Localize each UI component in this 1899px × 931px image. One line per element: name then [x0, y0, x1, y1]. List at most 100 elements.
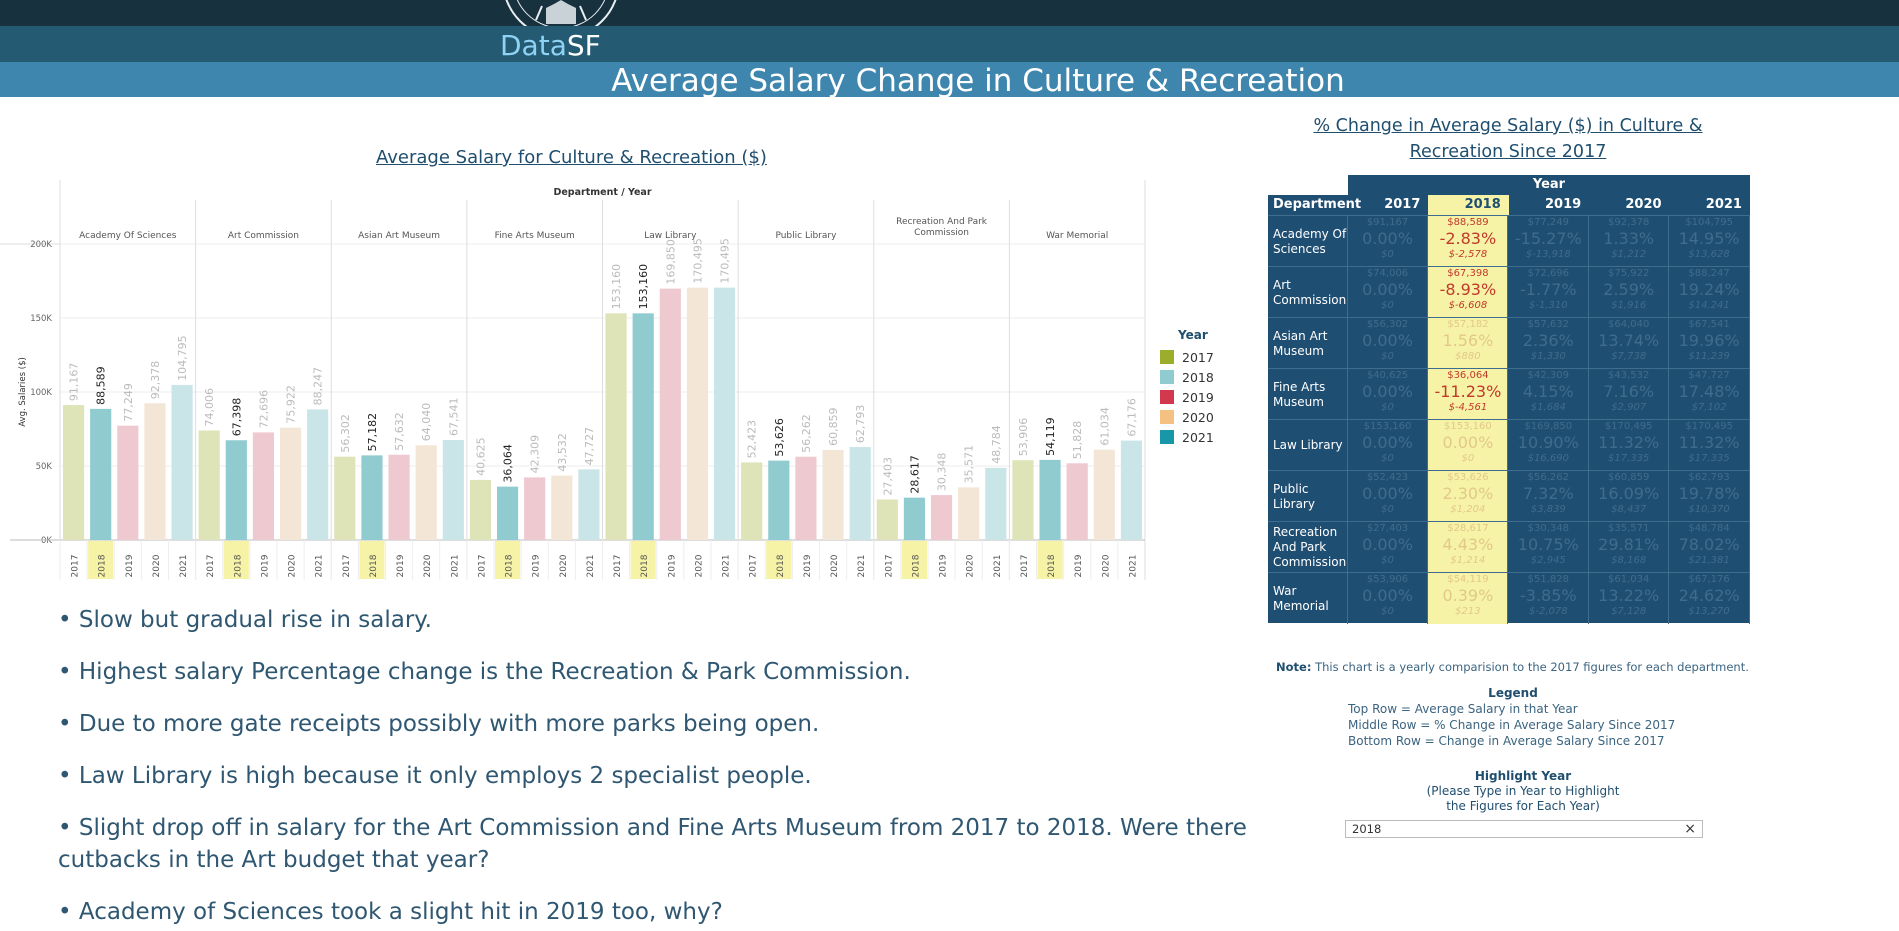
table-cell: $88,247 19.24% $14,241: [1670, 267, 1750, 318]
x-tick-label: 2019: [667, 554, 677, 577]
cell-percent-change: 0.00%: [1362, 484, 1413, 503]
bar-2020: [1093, 449, 1115, 540]
legend-item[interactable]: 2019: [1160, 387, 1214, 407]
legend-item[interactable]: 2021: [1160, 427, 1214, 447]
cell-avg-salary: $42,309: [1527, 370, 1569, 381]
table-cell: $72,696 -1.77% $-1,310: [1509, 267, 1589, 318]
column-header: Department / Year: [553, 187, 651, 198]
bar-value-label: 60,859: [827, 407, 840, 446]
table-cell: $57,632 2.36% $1,330: [1509, 318, 1589, 369]
cell-amount-change: $0: [1381, 249, 1394, 260]
year-header: Year: [1348, 175, 1750, 195]
highlight-year-input[interactable]: 2018 ×: [1345, 820, 1703, 838]
department-label: Asian Art Museum: [358, 231, 440, 241]
cell-avg-salary: $170,495: [1685, 421, 1733, 432]
table-legend-line: Top Row = Average Salary in that Year: [1348, 702, 1578, 716]
bar-2021: [713, 287, 736, 540]
table-cell: $51,828 -3.85% $-2,078: [1509, 573, 1589, 624]
cell-percent-change: -3.85%: [1519, 586, 1577, 605]
cell-avg-salary: $53,906: [1366, 574, 1409, 585]
legend-label: 2020: [1182, 409, 1214, 425]
cell-avg-salary: $57,632: [1527, 319, 1569, 330]
x-tick-label: 2021: [315, 555, 325, 578]
bar-2019: [117, 425, 139, 540]
cell-avg-salary: $88,247: [1688, 268, 1730, 279]
table-row: Law Library $153,160 0.00% $0 $153,160 0.00% $…: [1268, 419, 1750, 471]
cell-amount-change: $7,102: [1691, 402, 1727, 413]
x-tick-label: 2019: [125, 554, 135, 577]
year-column-header: 2018: [1428, 195, 1509, 215]
table-note: Note: This chart is a yearly comparision…: [1276, 660, 1749, 674]
cell-percent-change: 7.16%: [1603, 382, 1655, 401]
x-tick-label: 2018: [776, 554, 786, 577]
cell-avg-salary: $60,859: [1608, 472, 1650, 483]
cell-avg-salary: $53,626: [1447, 472, 1489, 483]
cell-percent-change: 13.22%: [1598, 586, 1660, 605]
bar-value-label: 75,922: [285, 385, 298, 424]
table-cell: $28,617 4.43% $1,214: [1428, 522, 1509, 573]
cell-avg-salary: $43,532: [1608, 370, 1650, 381]
notes-list: • Slow but gradual rise in salary. • High…: [58, 604, 1258, 931]
y-tick-label: 150K: [30, 314, 52, 324]
cell-amount-change: $7,128: [1611, 606, 1647, 617]
cell-percent-change: 10.75%: [1517, 535, 1579, 554]
x-tick-label: 2021: [586, 555, 596, 578]
datasf-logo[interactable]: DataSF: [500, 29, 601, 62]
brand-data-text: Data: [500, 29, 567, 62]
x-tick-label: 2019: [532, 554, 542, 577]
highlight-tick-bg: [901, 541, 927, 579]
x-tick-label: 2020: [966, 554, 976, 577]
cell-avg-salary: $170,495: [1604, 421, 1653, 432]
table-cell: $64,040 13.74% $7,738: [1589, 318, 1670, 369]
bar-2019: [524, 477, 546, 540]
cell-percent-change: 1.33%: [1603, 229, 1655, 248]
legend-item[interactable]: 2017: [1160, 347, 1214, 367]
clear-icon[interactable]: ×: [1684, 821, 1696, 837]
page-title: Average Salary Change in Culture & Recre…: [611, 63, 1345, 99]
table-cell: $153,160 0.00% $0: [1428, 420, 1509, 471]
department-label: Public Library: [775, 231, 837, 241]
table-cell: $52,423 0.00% $0: [1348, 471, 1428, 522]
bar-2019: [795, 456, 817, 540]
cell-amount-change: $0: [1461, 453, 1475, 464]
department-cell: Art Commission: [1268, 267, 1348, 318]
x-tick-label: 2021: [179, 555, 189, 578]
bar-2021: [849, 447, 871, 540]
cell-avg-salary: $88,589: [1447, 217, 1489, 228]
cell-percent-change: 29.81%: [1598, 535, 1660, 554]
bar-2018: [90, 408, 112, 540]
cell-percent-change: -2.83%: [1439, 229, 1497, 248]
legend-item[interactable]: 2018: [1160, 367, 1214, 387]
cell-avg-salary: $57,182: [1447, 319, 1489, 330]
table-cell: $36,064 -11.23% $-4,561: [1428, 369, 1509, 420]
table-cell: $42,309 4.15% $1,684: [1509, 369, 1589, 420]
cell-percent-change: 19.96%: [1678, 331, 1740, 350]
legend-item[interactable]: 2020: [1160, 407, 1214, 427]
cell-amount-change: $-2,578: [1448, 249, 1488, 260]
legend-swatch: [1160, 390, 1174, 404]
table-cell: $43,532 7.16% $2,907: [1589, 369, 1670, 420]
bar-value-label: 35,571: [963, 445, 976, 484]
bar-value-label: 169,850: [664, 239, 677, 285]
table-cell: $27,403 0.00% $0: [1348, 522, 1428, 573]
department-cell: Law Library: [1268, 420, 1348, 471]
highlight-tick-bg: [766, 541, 792, 579]
cell-percent-change: 0.00%: [1442, 433, 1494, 452]
bar-value-label: 170,495: [719, 238, 732, 284]
bar-value-label: 67,176: [1125, 398, 1138, 437]
cell-avg-salary: $62,793: [1688, 472, 1730, 483]
bar-2020: [144, 403, 166, 540]
bar-value-label: 30,348: [936, 453, 949, 492]
cell-amount-change: $1,204: [1450, 504, 1486, 515]
x-tick-label: 2018: [1047, 554, 1057, 577]
cell-amount-change: $0: [1381, 402, 1394, 413]
year-column-header: 2019: [1545, 197, 1582, 212]
highlight-year-block: Highlight Year (Please Type in Year to H…: [1340, 769, 1706, 814]
cell-amount-change: $1,214: [1450, 555, 1486, 566]
bar-value-label: 153,160: [610, 264, 623, 310]
x-tick-label: 2019: [1074, 554, 1084, 577]
department-label: Law Library: [644, 231, 697, 241]
x-tick-label: 2018: [98, 554, 108, 577]
note-item: • Highest salary Percentage change is th…: [58, 659, 911, 685]
